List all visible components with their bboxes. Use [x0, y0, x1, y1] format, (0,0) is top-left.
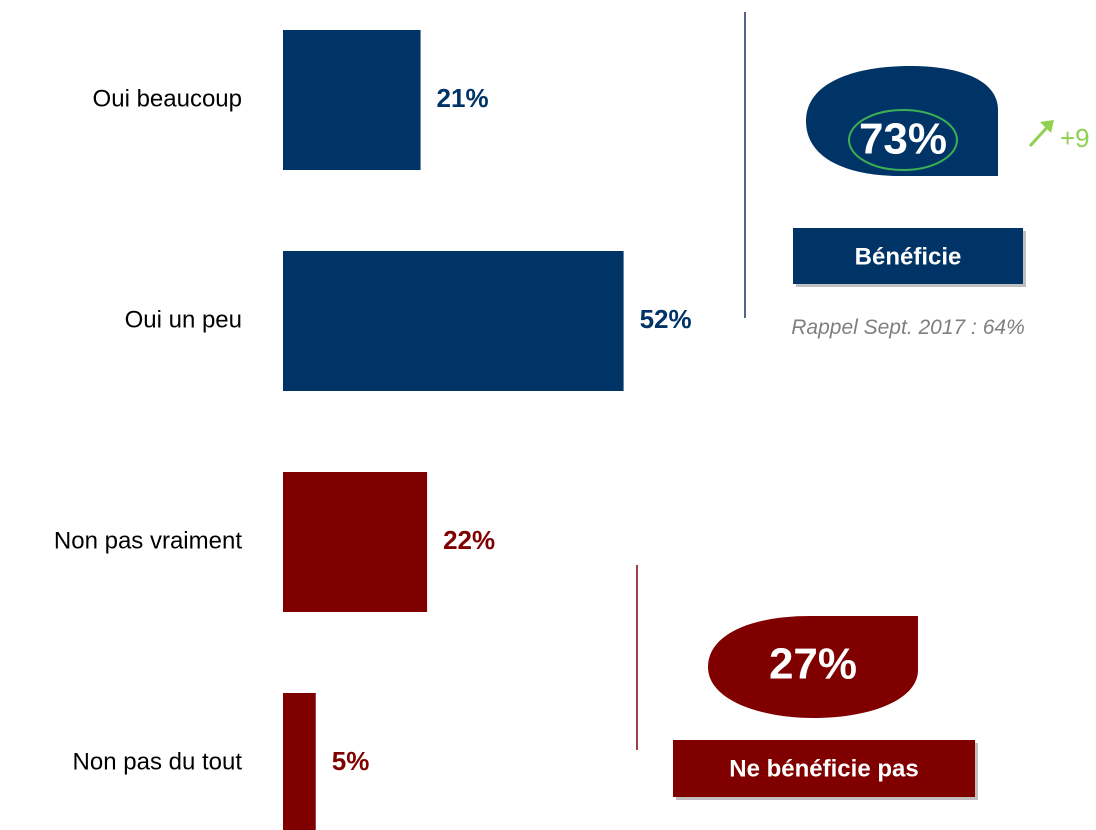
highlight-ring: [848, 109, 958, 171]
change: +9: [1060, 123, 1090, 153]
note: Rappel Sept. 2017 : 64%: [791, 316, 1025, 339]
badge: [708, 616, 918, 718]
trend-arrow-head: [1040, 120, 1054, 133]
bar: [283, 693, 316, 830]
category-label: Oui un peu: [125, 306, 242, 333]
badge-value: 27%: [769, 640, 857, 689]
badge-value: 73%: [859, 115, 947, 164]
group-box: [793, 228, 1023, 284]
category-label: Oui beaucoup: [93, 85, 242, 112]
group-label: Ne bénéficie pas: [729, 755, 918, 782]
value-label: 21%: [437, 83, 489, 113]
group-label: Bénéficie: [855, 243, 962, 270]
group-box: [673, 740, 975, 797]
category-label: Non pas vraiment: [54, 527, 242, 554]
category-label: Non pas du tout: [73, 748, 243, 775]
bar: [283, 30, 421, 170]
value-label: 52%: [640, 304, 692, 334]
badge: [806, 66, 998, 176]
bar: [283, 251, 624, 391]
value-label: 22%: [443, 525, 495, 555]
bar: [283, 472, 428, 612]
value-label: 5%: [332, 746, 370, 776]
